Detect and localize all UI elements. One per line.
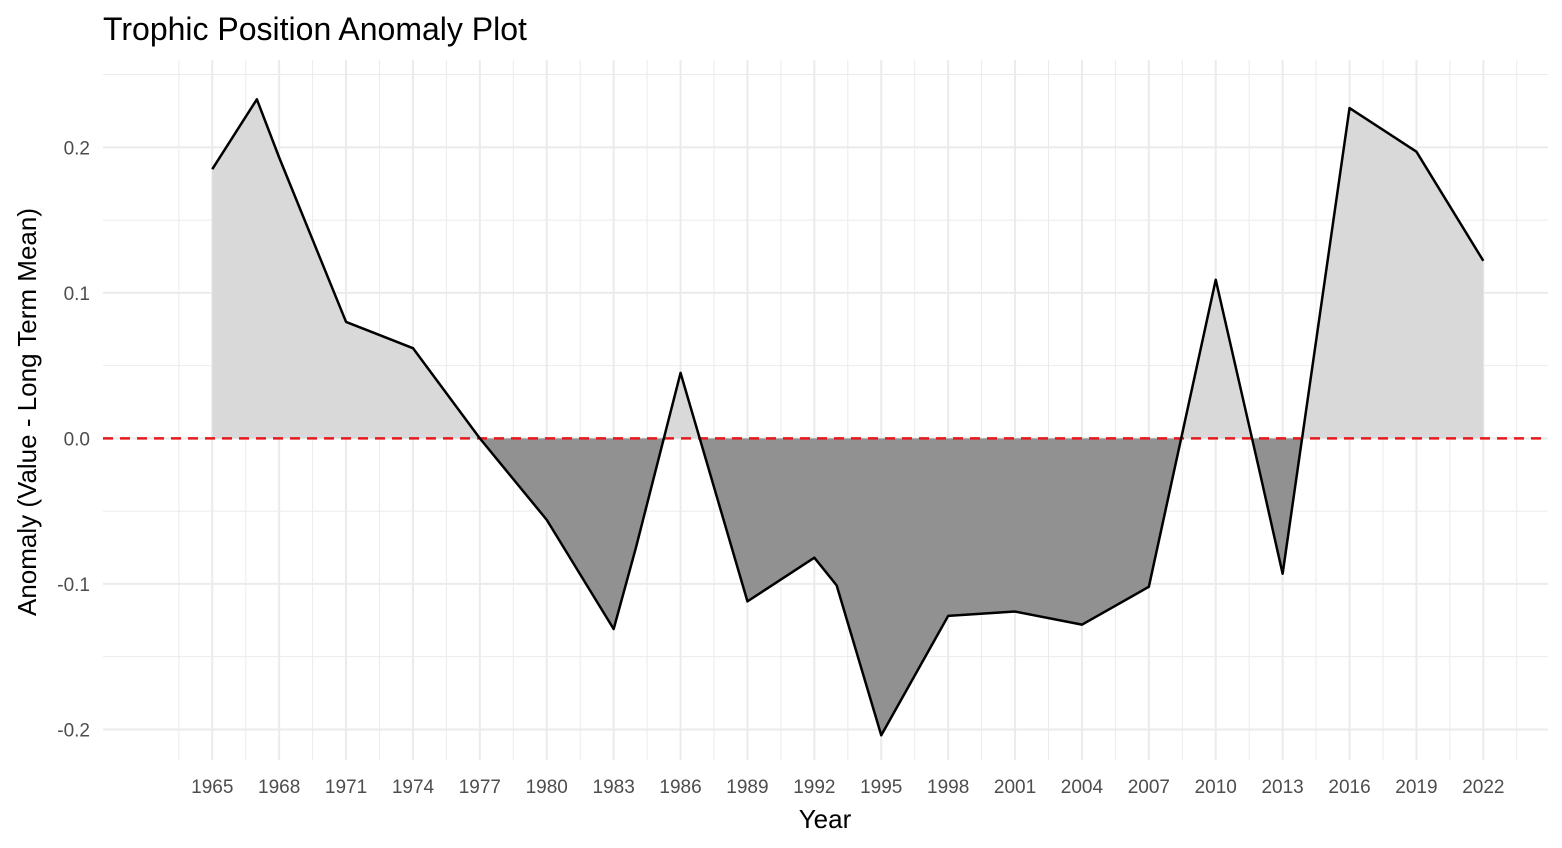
- x-tick-label: 2001: [994, 777, 1036, 798]
- negative-anomaly-area: [212, 438, 1484, 736]
- x-tick-label: 1968: [258, 777, 300, 798]
- x-tick-label: 1983: [593, 777, 635, 798]
- x-tick-label: 2022: [1462, 777, 1504, 798]
- positive-anomaly-area: [212, 99, 1484, 439]
- area-layer: [212, 99, 1484, 736]
- x-tick-label: 2007: [1128, 777, 1170, 798]
- x-tick-label: 1971: [325, 777, 367, 798]
- x-tick-label: 1995: [860, 777, 902, 798]
- y-tick-label: 0.2: [64, 138, 90, 159]
- y-tick-label: 0.0: [64, 429, 90, 450]
- x-tick-label: 1998: [927, 777, 969, 798]
- anomaly-series-line: [211, 98, 1485, 737]
- x-tick-label: 1965: [191, 777, 233, 798]
- x-axis-title: Year: [799, 804, 852, 834]
- x-tick-label: 2004: [1061, 777, 1104, 798]
- x-tick-label: 1980: [526, 777, 568, 798]
- y-axis-title: Anomaly (Value - Long Term Mean): [12, 208, 42, 616]
- x-tick-label: 1989: [726, 777, 768, 798]
- chart-title: Trophic Position Anomaly Plot: [103, 11, 527, 47]
- x-tick-label: 2010: [1195, 777, 1237, 798]
- x-tick-label: 1986: [659, 777, 701, 798]
- y-tick-label: -0.2: [57, 720, 90, 741]
- line-layer: [211, 98, 1485, 737]
- x-tick-label: 2013: [1261, 777, 1303, 798]
- x-tick-label: 1974: [392, 777, 435, 798]
- x-tick-label: 2019: [1395, 777, 1437, 798]
- y-tick-label: 0.1: [64, 284, 90, 305]
- y-tick-label: -0.1: [57, 575, 90, 596]
- x-tick-label: 2016: [1328, 777, 1370, 798]
- tick-layer: 1965 1968 1971 1974 1977 1980 1983 1986 1989 1992…: [57, 138, 1504, 798]
- x-tick-label: 1977: [459, 777, 501, 798]
- x-tick-label: 1992: [793, 777, 835, 798]
